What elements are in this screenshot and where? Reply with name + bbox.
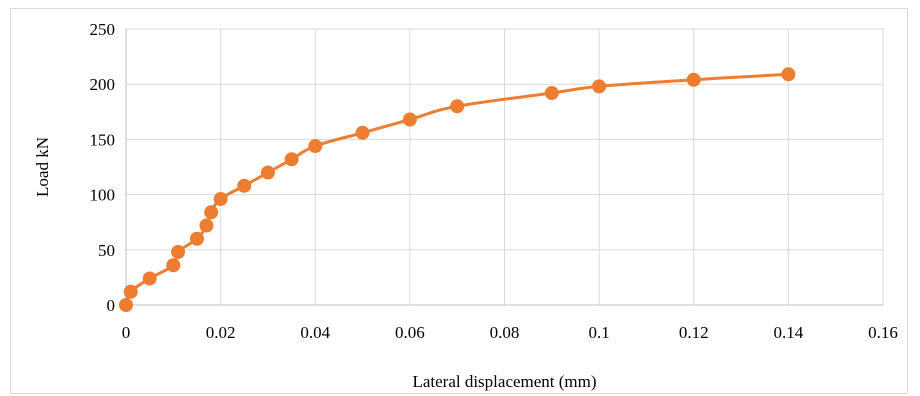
y-tick-label: 150 <box>90 130 116 149</box>
data-point <box>355 125 370 140</box>
x-tick-label: 0.08 <box>490 323 520 342</box>
x-tick-labels: 0 0.02 0.04 0.06 0.08 0.1 0.12 0.14 0.16 <box>122 323 898 342</box>
y-tick-labels: 0 50 100 150 200 250 <box>90 20 116 315</box>
data-point <box>189 231 204 246</box>
gridlines <box>126 28 884 305</box>
data-point <box>308 139 323 154</box>
y-tick-label: 200 <box>90 75 116 94</box>
data-point <box>781 67 796 82</box>
data-point <box>284 152 299 167</box>
data-point <box>119 298 133 312</box>
chart-frame <box>10 8 908 394</box>
x-tick-label: 0.1 <box>589 323 610 342</box>
x-tick-label: 0.14 <box>774 323 804 342</box>
data-point <box>123 284 138 299</box>
axes <box>125 29 883 306</box>
x-tick-label: 0.16 <box>868 323 898 342</box>
x-tick-label: 0.12 <box>679 323 709 342</box>
data-point <box>204 205 219 220</box>
y-tick-label: 0 <box>107 296 116 315</box>
data-point <box>142 271 157 286</box>
data-points <box>119 67 796 312</box>
y-tick-label: 250 <box>90 20 116 39</box>
data-point <box>171 245 186 260</box>
data-point <box>166 258 181 273</box>
data-point <box>402 112 417 127</box>
x-tick-label: 0.02 <box>206 323 236 342</box>
y-axis-label: Load kN <box>33 137 52 197</box>
data-point <box>592 79 607 94</box>
y-tick-label: 100 <box>90 186 116 205</box>
data-point <box>686 72 701 87</box>
data-point <box>544 86 559 101</box>
x-axis-label: Lateral displacement (mm) <box>412 372 596 391</box>
data-point <box>450 99 465 114</box>
y-tick-label: 50 <box>98 241 115 260</box>
data-point <box>213 192 228 207</box>
x-tick-label: 0.06 <box>395 323 425 342</box>
x-tick-label: 0.04 <box>300 323 330 342</box>
data-point <box>237 178 252 193</box>
data-point <box>260 165 275 180</box>
x-tick-label: 0 <box>122 323 131 342</box>
data-point <box>199 218 214 233</box>
